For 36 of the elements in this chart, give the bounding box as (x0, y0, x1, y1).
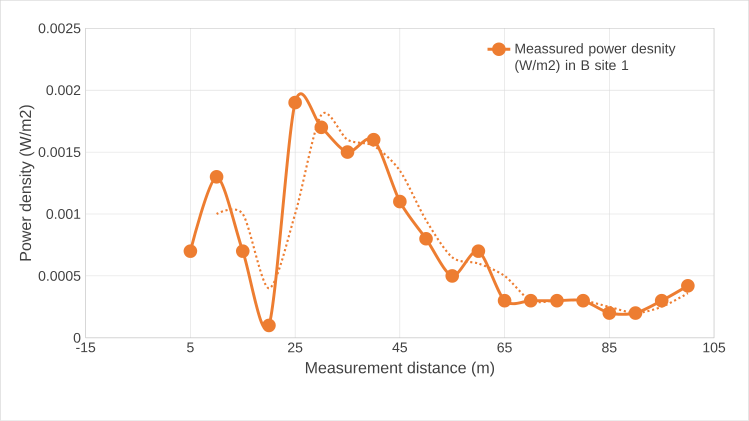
point (340, 145, 354, 159)
x-tick-label: 45 (392, 342, 408, 352)
point (654, 294, 668, 308)
y-tick-label: 0.002 (46, 85, 80, 96)
x-tick-label: 5 (187, 342, 194, 352)
y-tick-label: 0.001 (46, 209, 80, 220)
point (472, 244, 486, 258)
legend-label: Meassured power desnity (W/m2) in B site 1 (515, 43, 676, 74)
point (681, 279, 695, 293)
y-tick-label: 0.0025 (38, 23, 80, 34)
y-tick-label: 0 (74, 332, 80, 343)
y-tick-label: 0.0005 (38, 271, 80, 281)
point (366, 133, 380, 147)
point (184, 244, 198, 258)
point (314, 120, 328, 134)
point (498, 294, 512, 308)
point (628, 306, 642, 320)
point (550, 294, 564, 308)
y-tick-label: 0.0015 (38, 147, 80, 158)
point (262, 318, 276, 332)
y-axis-title: Power density (W/m2) (19, 105, 34, 261)
x-tick-label: 85 (602, 342, 617, 353)
x-tick-label: 105 (703, 342, 726, 353)
point (236, 244, 250, 258)
x-tick-label: -15 (76, 342, 96, 352)
point (524, 294, 538, 308)
x-tick-label: 25 (288, 342, 302, 353)
x-tick-label: 65 (498, 342, 512, 353)
point (393, 194, 407, 209)
x-axis-title: Measurement distance (m) (306, 362, 494, 377)
point (576, 294, 590, 308)
point (419, 232, 433, 246)
point (288, 96, 302, 110)
point (210, 170, 224, 184)
point (602, 306, 616, 320)
point (445, 269, 460, 283)
